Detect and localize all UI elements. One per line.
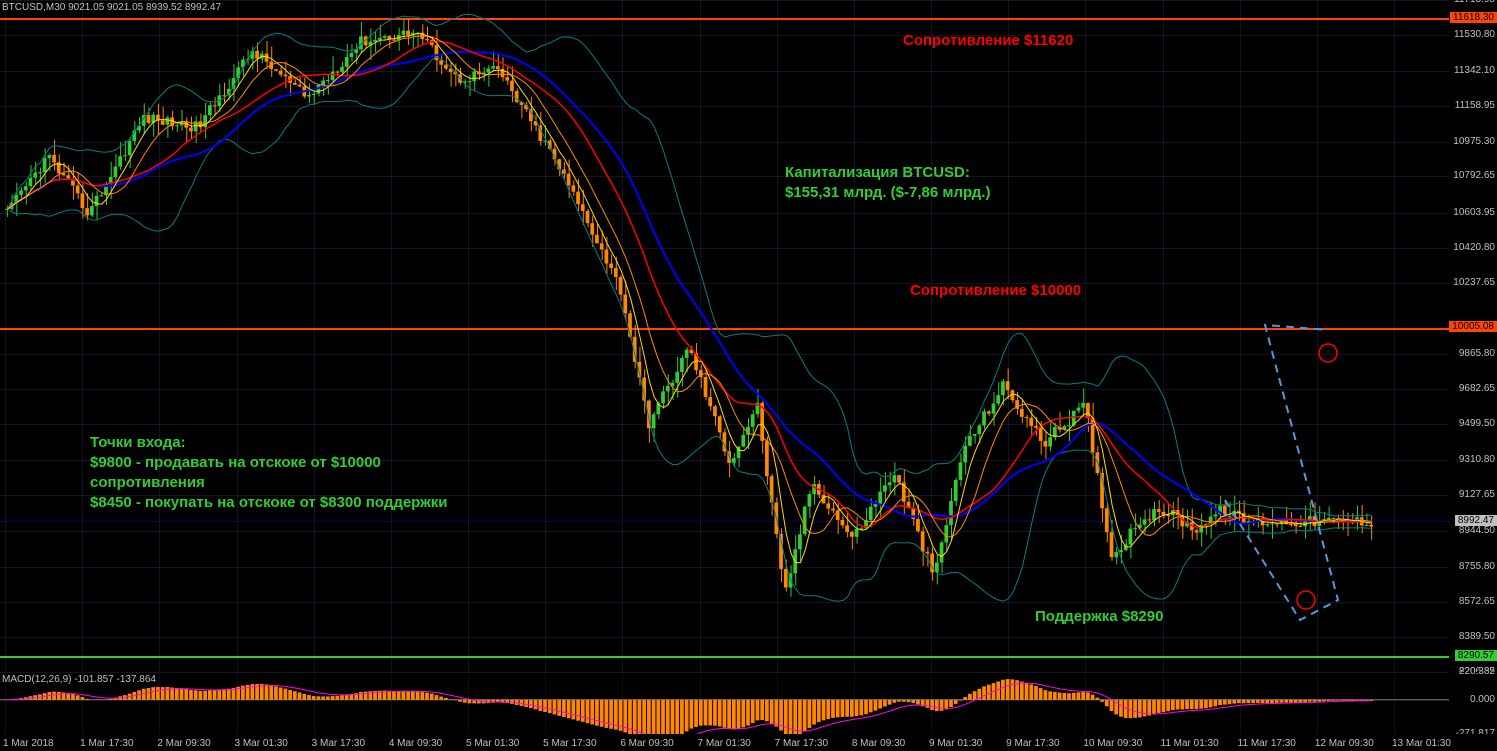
y-axis-macd: 220.3820.000-271.817 [1449, 672, 1497, 734]
chart-header: BTCUSD,M30 9021.05 9021.05 8939.52 8992.… [2, 2, 221, 13]
chart-container: BTCUSD,M30 9021.05 9021.05 8939.52 8992.… [0, 0, 1497, 751]
annotation-entry-1b: сопротивления [90, 474, 205, 491]
annotation-entry-title: Точки входа: [90, 434, 186, 451]
annotation-capitalization-2: $155,31 млрд. ($-7,86 млрд.) [785, 184, 990, 201]
annotation-support-8290: Поддержка $8290 [1035, 608, 1163, 625]
annotation-capitalization-1: Капитализация BTCUSD: [785, 164, 970, 181]
x-axis: 1 Mar 20181 Mar 17:302 Mar 09:303 Mar 01… [0, 734, 1497, 751]
annotation-resistance-11620: Сопротивление $11620 [903, 32, 1073, 49]
macd-header: MACD(12,26,9) -101.857 -137.864 [2, 674, 156, 685]
main-price-chart[interactable]: BTCUSD,M30 9021.05 9021.05 8939.52 8992.… [0, 0, 1449, 672]
macd-indicator[interactable]: MACD(12,26,9) -101.857 -137.864 [0, 672, 1449, 734]
annotation-entry-1: $9800 - продавать на отскоке от $10000 [90, 454, 381, 471]
projection-path [0, 0, 1449, 672]
y-axis: 11713.9511530.8011342.1011158.9510975.30… [1449, 0, 1497, 672]
macd-svg [0, 672, 1449, 734]
annotation-entry-2: $8450 - покупать на отскоке от $8300 под… [90, 494, 448, 511]
annotation-resistance-10000: Сопротивление $10000 [910, 282, 1081, 299]
